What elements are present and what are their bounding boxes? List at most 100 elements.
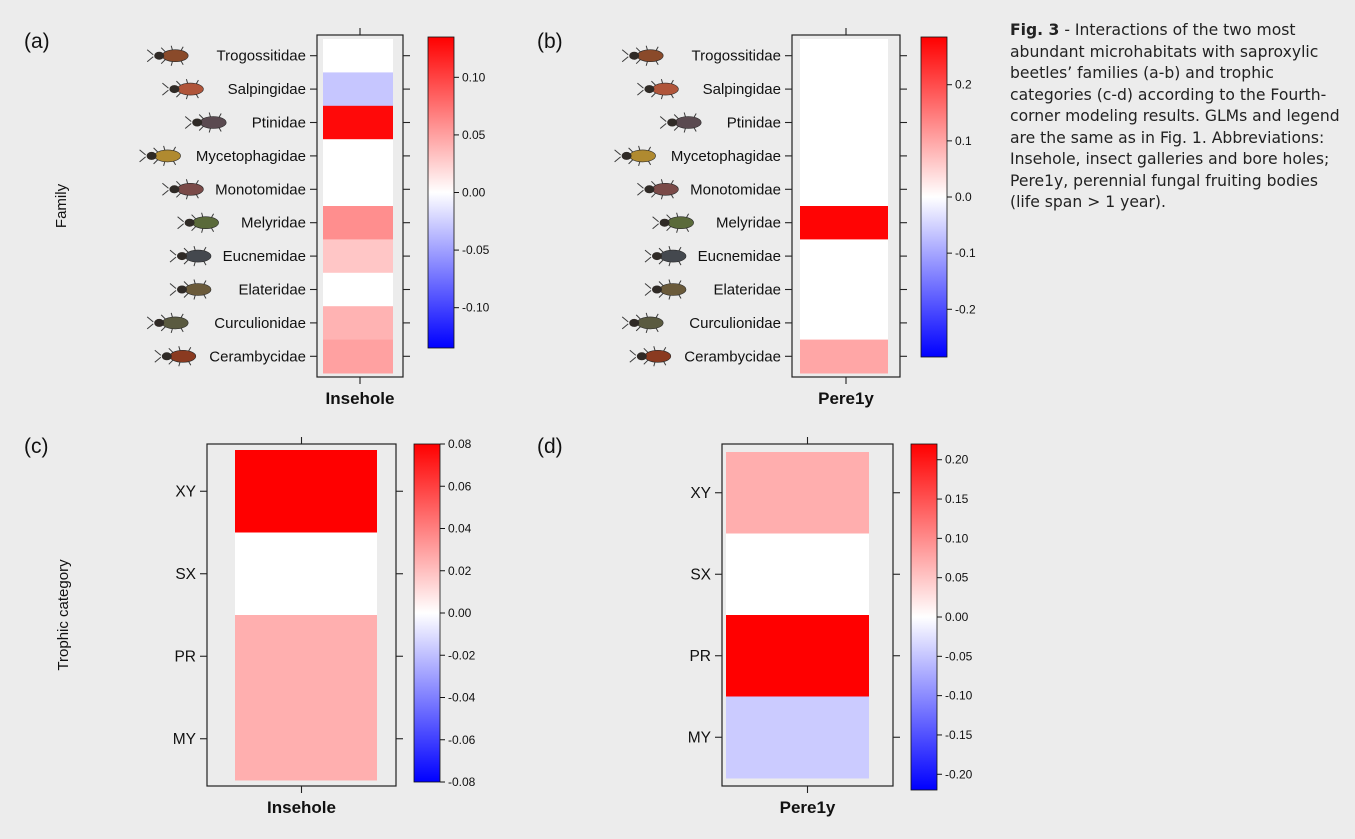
beetle-icon [659, 112, 702, 133]
beetle-icon [162, 179, 204, 200]
row-label: Mycetophagidae [671, 148, 781, 165]
heatmap-cell [323, 72, 393, 107]
panel-label: (c) [24, 435, 49, 458]
beetle-head [161, 352, 172, 361]
beetle-icon [177, 212, 219, 233]
beetle-body [199, 116, 227, 129]
row-label: Cerambycidae [209, 348, 306, 365]
heatmap-cell [323, 306, 393, 341]
caption-text: - Interactions of the two most abundant … [1010, 21, 1340, 211]
beetle-body [192, 216, 219, 229]
beetle-body [636, 316, 664, 330]
row-label: XY [690, 485, 711, 502]
colorbar-tick-label: -0.02 [448, 648, 476, 662]
heatmap-cell [323, 172, 393, 207]
heatmap-cell [800, 72, 888, 107]
panel-label: (a) [24, 30, 50, 53]
beetle-head [667, 118, 678, 127]
beetle-icon [644, 245, 687, 267]
heatmap-cell [726, 452, 869, 534]
beetle-body [177, 82, 204, 96]
x-axis-title: Insehole [326, 389, 395, 408]
beetle-icon [162, 78, 204, 100]
beetle-head [636, 352, 647, 361]
beetle-body [674, 116, 702, 129]
row-label: Eucnemidae [223, 248, 306, 265]
colorbar-tick-label: 0.04 [448, 522, 472, 536]
row-label: Melyridae [716, 215, 781, 232]
heatmap-cell [800, 306, 888, 341]
row-label: Curculionidae [214, 315, 306, 332]
colorbar-tick-label: -0.06 [448, 733, 476, 747]
row-label: Salpingidae [703, 81, 781, 98]
beetle-icon [169, 279, 212, 300]
colorbar-tick-label: 0.0 [955, 190, 972, 204]
beetle-body [629, 149, 656, 163]
row-label: Monotomidae [215, 181, 306, 198]
colorbar [414, 444, 440, 782]
beetle-icon [652, 212, 694, 233]
beetle-icon [154, 346, 197, 367]
colorbar-tick-label: -0.05 [945, 649, 973, 663]
heatmap-cell [800, 239, 888, 274]
beetle-body [161, 49, 189, 63]
beetle-head [154, 318, 165, 327]
beetle-icon [637, 78, 679, 100]
beetle-head [644, 85, 655, 94]
colorbar-tick-label: 0.02 [448, 564, 472, 578]
x-axis-title: Pere1y [818, 389, 874, 408]
colorbar-tick-label: 0.00 [945, 610, 969, 624]
panel-label: (b) [537, 30, 563, 53]
heatmap-cell [726, 696, 869, 779]
beetle-head [629, 318, 640, 327]
beetle-head [652, 285, 662, 294]
beetle-head [177, 285, 187, 294]
beetle-head [169, 185, 180, 194]
heatmap-cell [323, 239, 393, 274]
beetle-head [629, 51, 640, 60]
row-label: Curculionidae [689, 315, 781, 332]
row-label: MY [688, 729, 711, 746]
heatmap-cell [323, 339, 393, 374]
row-label: Ptinidae [727, 115, 781, 132]
row-label: PR [174, 648, 196, 665]
beetle-body [177, 183, 204, 196]
row-label: PR [689, 648, 711, 665]
heatmap-cell [235, 532, 377, 616]
beetle-body [667, 216, 694, 229]
beetle-body [184, 283, 212, 296]
x-axis-title: Insehole [267, 798, 336, 817]
beetle-body [184, 249, 212, 263]
colorbar-tick-label: 0.06 [448, 479, 472, 493]
colorbar-tick-label: 0.05 [945, 571, 969, 585]
beetle-icon [139, 145, 181, 167]
colorbar-tick-label: -0.15 [945, 728, 973, 742]
heatmap-cell [800, 172, 888, 207]
beetle-icon [621, 45, 664, 66]
beetle-head [659, 218, 670, 227]
colorbar-tick-label: 0.15 [945, 492, 969, 506]
panel-c: (c) Trophic category XY SX PR MY Insehole 0.08 0… [24, 435, 476, 817]
beetle-head [644, 185, 655, 194]
colorbar-tick-label: 0.1 [955, 134, 972, 148]
panel-a: (a) Family Trogossitidae Salpingidae Ptinida… [24, 28, 490, 408]
beetle-body [652, 183, 679, 196]
beetle-icon [621, 312, 664, 334]
heatmap-cell [323, 39, 393, 73]
beetle-body [161, 316, 189, 330]
colorbar-tick-label: 0.00 [448, 606, 472, 620]
beetle-icon [637, 179, 679, 200]
row-label: Salpingidae [228, 81, 306, 98]
colorbar-tick-label: 0.10 [462, 70, 486, 84]
beetle-icon [184, 112, 227, 133]
beetle-icon [644, 279, 687, 300]
colorbar-tick-label: -0.2 [955, 302, 976, 316]
row-label: SX [175, 566, 196, 583]
x-axis-title: Pere1y [780, 798, 836, 817]
heatmap-cell [235, 450, 377, 533]
row-label: Eucnemidae [698, 248, 781, 265]
heatmap-cell [323, 105, 393, 140]
colorbar-tick-label: -0.08 [448, 775, 476, 789]
row-label: Mycetophagidae [196, 148, 306, 165]
row-label: SX [690, 566, 711, 583]
